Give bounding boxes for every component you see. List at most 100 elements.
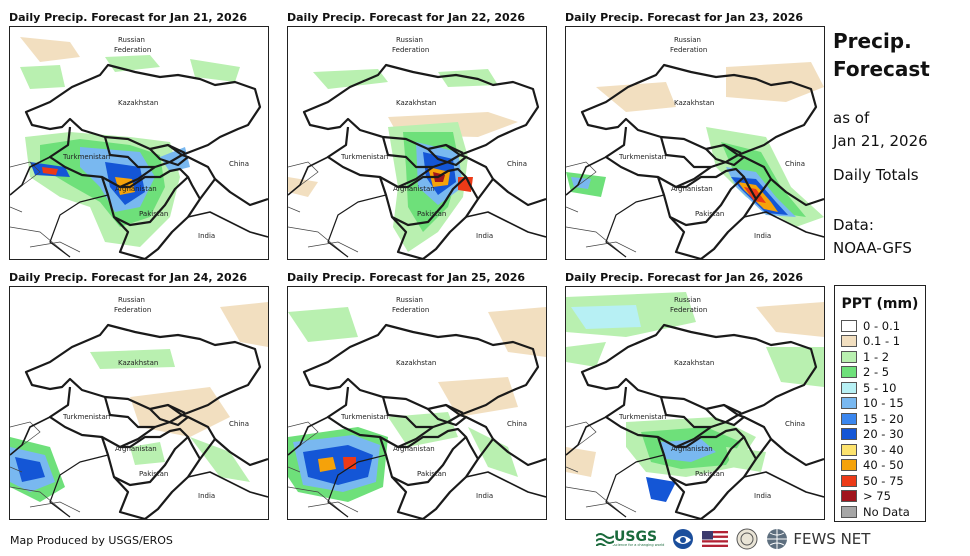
seal-icon: [736, 528, 758, 550]
label-russian: Russian: [118, 296, 145, 304]
panel-title-5: Daily Precip. Forecast for Jan 25, 2026: [287, 271, 526, 284]
legend-item: 40 - 50: [835, 458, 925, 474]
legend-label: 15 - 20: [863, 411, 904, 426]
legend-swatch: [841, 412, 857, 425]
legend-swatch: [841, 350, 857, 363]
label-kazakhstan: Kazakhstan: [396, 99, 437, 107]
label-kazakhstan: Kazakhstan: [674, 99, 715, 107]
label-russian: Russian: [674, 36, 701, 44]
fews-globe-icon: [767, 529, 788, 549]
label-india: India: [198, 232, 216, 240]
label-china: China: [507, 420, 527, 428]
panel-title-3: Daily Precip. Forecast for Jan 23, 2026: [565, 11, 804, 24]
label-india: India: [754, 492, 772, 500]
legend-label: 20 - 30: [863, 427, 904, 442]
legend-swatch: [841, 490, 857, 503]
us-flag-icon: [702, 531, 729, 547]
label-india: India: [754, 232, 772, 240]
label-federation: Federation: [114, 46, 152, 54]
legend-item: 15 - 20: [835, 411, 925, 427]
label-pakistan: Pakistan: [695, 210, 725, 218]
label-china: China: [507, 160, 527, 168]
panel-title-6: Daily Precip. Forecast for Jan 26, 2026: [565, 271, 804, 284]
label-afghanistan: Afghanistan: [671, 185, 713, 193]
panel-title-2: Daily Precip. Forecast for Jan 22, 2026: [287, 11, 526, 24]
legend-item: 5 - 10: [835, 380, 925, 396]
legend-label: 1 - 2: [863, 349, 890, 364]
map-panel-1: Russian Federation Kazakhstan Turkmenist…: [9, 26, 269, 260]
legend-item: 0.1 - 1: [835, 334, 925, 350]
label-turkmenistan: Turkmenistan: [341, 413, 389, 421]
legend-swatch: [841, 397, 857, 410]
label-russian: Russian: [396, 36, 423, 44]
label-china: China: [785, 160, 805, 168]
label-kazakhstan: Kazakhstan: [118, 359, 159, 367]
legend-item: 0 - 0.1: [835, 318, 925, 334]
label-turkmenistan: Turkmenistan: [619, 153, 667, 161]
legend-item: 10 - 15: [835, 396, 925, 412]
map-panel-5: Russian Federation Kazakhstan Turkmenist…: [287, 286, 547, 520]
legend-swatch: [841, 335, 857, 348]
usgs-wordmark: USGS: [614, 529, 658, 546]
sidebar-title-line2: Forecast: [833, 57, 930, 81]
label-afghanistan: Afghanistan: [671, 445, 713, 453]
label-russian: Russian: [396, 296, 423, 304]
legend-label: 0.1 - 1: [863, 334, 901, 349]
fews-wordmark: FEWS NET: [793, 530, 871, 548]
map-panel-4: Russian Federation Kazakhstan Turkmenist…: [9, 286, 269, 520]
usgs-wave-icon: [596, 533, 614, 546]
map-panel-6: Russian Federation Kazakhstan Turkmenist…: [565, 286, 825, 520]
legend-swatch: [841, 474, 857, 487]
label-india: India: [476, 492, 494, 500]
legend-label: 30 - 40: [863, 442, 904, 457]
label-turkmenistan: Turkmenistan: [63, 413, 111, 421]
legend-label: 10 - 15: [863, 396, 904, 411]
panel-title-1: Daily Precip. Forecast for Jan 21, 2026: [9, 11, 248, 24]
label-china: China: [785, 420, 805, 428]
precip-overlay-4: [10, 302, 268, 519]
label-india: India: [198, 492, 216, 500]
legend-item: 2 - 5: [835, 365, 925, 381]
label-turkmenistan: Turkmenistan: [63, 153, 111, 161]
sidebar-asof: as of: [833, 109, 870, 127]
legend-label: 0 - 0.1: [863, 318, 901, 333]
logos: USGS science for a changing world: [596, 528, 870, 550]
precip-overlay-5: [288, 307, 546, 519]
credit: Map Produced by USGS/EROS: [10, 534, 173, 547]
legend-swatch: [841, 428, 857, 441]
label-pakistan: Pakistan: [139, 470, 169, 478]
label-china: China: [229, 420, 249, 428]
label-kazakhstan: Kazakhstan: [674, 359, 715, 367]
sidebar-date: Jan 21, 2026: [833, 132, 928, 150]
sidebar-daily: Daily Totals: [833, 166, 919, 184]
label-kazakhstan: Kazakhstan: [396, 359, 437, 367]
label-china: China: [229, 160, 249, 168]
legend-swatch: [841, 366, 857, 379]
legend-swatch: [841, 381, 857, 394]
sidebar-data-source: NOAA-GFS: [833, 239, 912, 257]
label-federation: Federation: [670, 46, 708, 54]
usgs-tagline: science for a changing world: [614, 543, 665, 548]
legend-swatch: [841, 443, 857, 456]
precip-overlay-6: [566, 292, 824, 519]
label-federation: Federation: [392, 306, 430, 314]
legend-item: 30 - 40: [835, 442, 925, 458]
state-dept-seal: [736, 528, 758, 550]
label-pakistan: Pakistan: [695, 470, 725, 478]
legend-item: 50 - 75: [835, 473, 925, 489]
label-pakistan: Pakistan: [417, 210, 447, 218]
precip-overlay-2: [288, 63, 546, 259]
panel-title-4: Daily Precip. Forecast for Jan 24, 2026: [9, 271, 248, 284]
map-panel-3: Russian Federation Kazakhstan Turkmenist…: [565, 26, 825, 260]
legend-label: 5 - 10: [863, 380, 897, 395]
legend-swatch: [841, 459, 857, 472]
label-turkmenistan: Turkmenistan: [341, 153, 389, 161]
legend-label: No Data: [863, 504, 910, 519]
label-india: India: [476, 232, 494, 240]
label-kazakhstan: Kazakhstan: [118, 99, 159, 107]
legend-item: > 75: [835, 489, 925, 505]
precip-overlay-3: [566, 62, 824, 259]
label-federation: Federation: [392, 46, 430, 54]
fews-net-logo: FEWS NET: [766, 528, 870, 550]
